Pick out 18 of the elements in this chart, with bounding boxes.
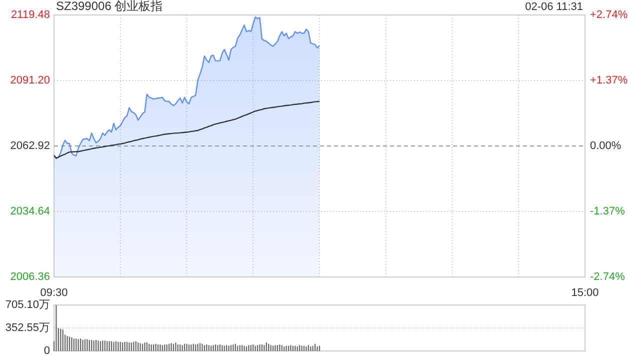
y2-tick-label: -2.74% — [590, 270, 626, 283]
y2-tick-label: +1.37% — [590, 74, 628, 86]
y-tick-label: 705.10万 — [5, 298, 50, 311]
y-tick-label: 352.55万 — [5, 322, 50, 334]
chart-title: SZ399006 创业板指 — [56, 0, 163, 14]
y2-tick-label: -1.37% — [590, 205, 626, 218]
x-tick-label: 15:00 — [571, 286, 599, 299]
y-tick-label: 2062.92 — [10, 140, 50, 152]
y2-tick-label: 0.00% — [590, 140, 622, 152]
y2-tick-label: +2.74% — [590, 8, 628, 21]
y-tick-label: 0 — [44, 344, 50, 357]
text: 02-06 11:31 — [525, 0, 583, 13]
y-tick-label: 2006.36 — [10, 270, 50, 283]
line-series — [53, 100, 320, 159]
y-tick-label: 2091.20 — [10, 74, 50, 86]
y-tick-label: 2034.64 — [10, 205, 50, 218]
y-tick-label: 2119.48 — [11, 8, 50, 21]
x-tick-label: 09:30 — [40, 286, 68, 299]
